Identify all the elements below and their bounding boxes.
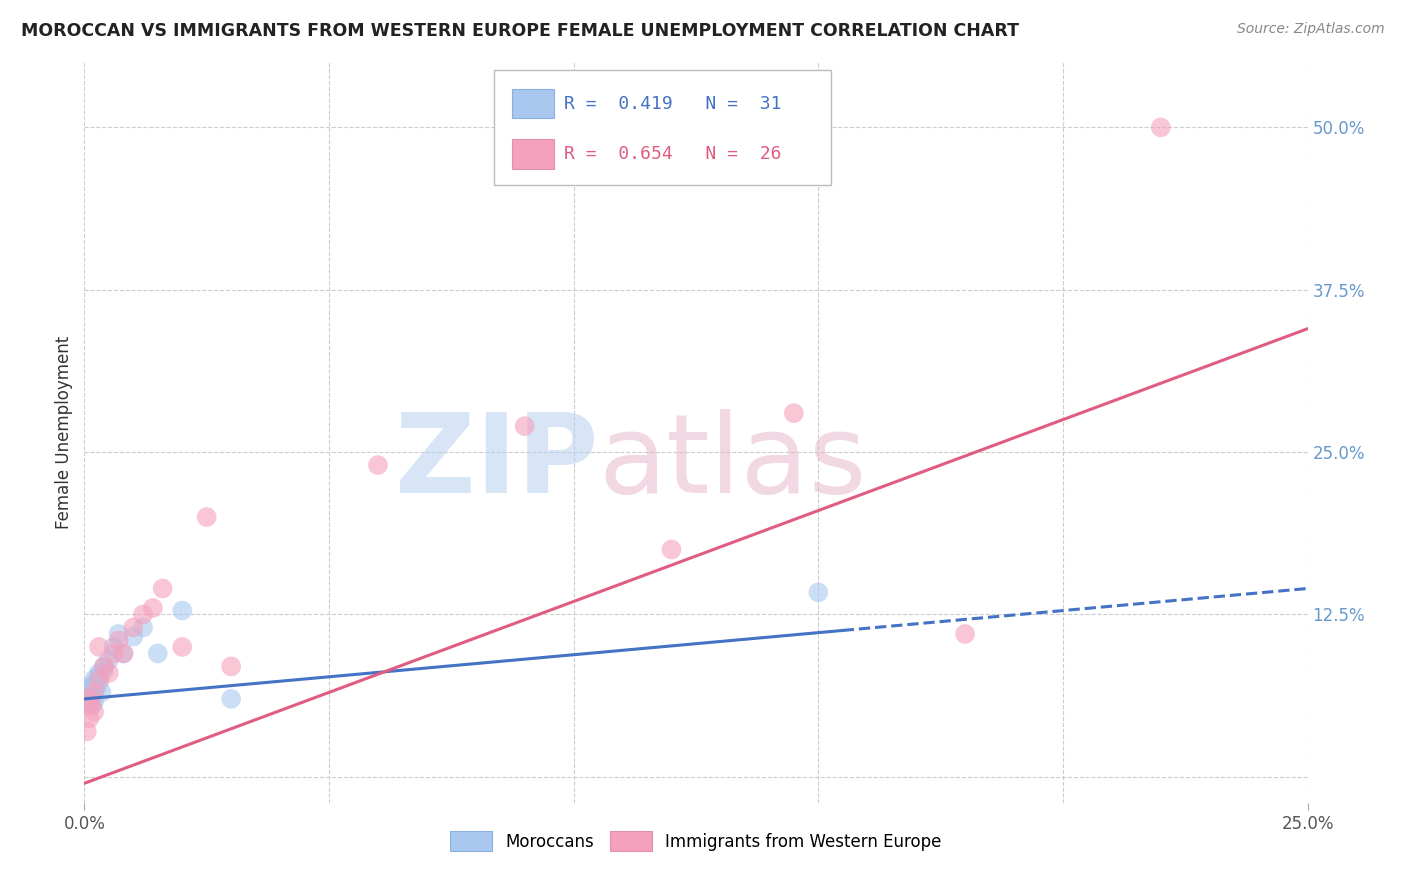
Point: [86, 681, 108, 696]
Point: [107, 627, 129, 641]
Point: [107, 633, 129, 648]
Point: [367, 458, 389, 472]
Point: [146, 647, 169, 661]
Point: [93, 659, 115, 673]
Point: [152, 582, 174, 596]
Point: [132, 607, 155, 622]
FancyBboxPatch shape: [494, 70, 831, 185]
Text: ZIP: ZIP: [395, 409, 598, 516]
Point: [87, 668, 110, 682]
Point: [83, 694, 105, 708]
FancyBboxPatch shape: [513, 139, 554, 169]
Point: [83, 705, 105, 719]
Point: [87, 665, 110, 680]
Text: Source: ZipAtlas.com: Source: ZipAtlas.com: [1237, 22, 1385, 37]
Point: [97, 653, 120, 667]
Point: [83, 679, 105, 693]
Point: [172, 603, 194, 617]
Point: [84, 676, 107, 690]
Legend: Moroccans, Immigrants from Western Europe: Moroccans, Immigrants from Western Europ…: [443, 825, 949, 857]
Point: [807, 585, 830, 599]
Point: [77, 685, 100, 699]
Point: [76, 690, 98, 704]
Point: [219, 659, 242, 673]
Point: [87, 640, 110, 654]
Point: [80, 679, 103, 693]
Point: [783, 406, 806, 420]
Point: [142, 601, 165, 615]
Point: [79, 692, 101, 706]
Point: [80, 698, 103, 713]
Point: [953, 627, 976, 641]
Point: [513, 419, 536, 434]
Text: R =  0.654   N =  26: R = 0.654 N = 26: [564, 145, 782, 163]
FancyBboxPatch shape: [513, 89, 554, 119]
Point: [80, 688, 103, 702]
Point: [219, 692, 242, 706]
Point: [97, 665, 120, 680]
Text: R =  0.419   N =  31: R = 0.419 N = 31: [564, 95, 782, 112]
Point: [76, 694, 98, 708]
Point: [83, 673, 105, 687]
Point: [77, 681, 100, 696]
Point: [80, 698, 103, 713]
Point: [93, 659, 115, 673]
Text: MOROCCAN VS IMMIGRANTS FROM WESTERN EUROPE FEMALE UNEMPLOYMENT CORRELATION CHART: MOROCCAN VS IMMIGRANTS FROM WESTERN EURO…: [21, 22, 1019, 40]
Point: [83, 685, 105, 699]
Point: [75, 692, 97, 706]
Point: [1150, 120, 1173, 135]
Point: [87, 675, 110, 690]
Point: [132, 620, 155, 634]
Point: [76, 724, 98, 739]
Point: [112, 647, 135, 661]
Point: [172, 640, 194, 654]
Point: [103, 647, 125, 661]
Point: [77, 711, 100, 725]
Text: atlas: atlas: [598, 409, 866, 516]
Point: [90, 685, 112, 699]
Point: [112, 647, 135, 661]
Point: [103, 640, 125, 654]
Point: [195, 510, 218, 524]
Point: [122, 620, 145, 634]
Point: [87, 673, 110, 687]
Point: [661, 542, 683, 557]
Y-axis label: Female Unemployment: Female Unemployment: [55, 336, 73, 529]
Point: [77, 692, 100, 706]
Point: [82, 685, 104, 699]
Point: [122, 630, 145, 644]
Point: [93, 663, 115, 677]
